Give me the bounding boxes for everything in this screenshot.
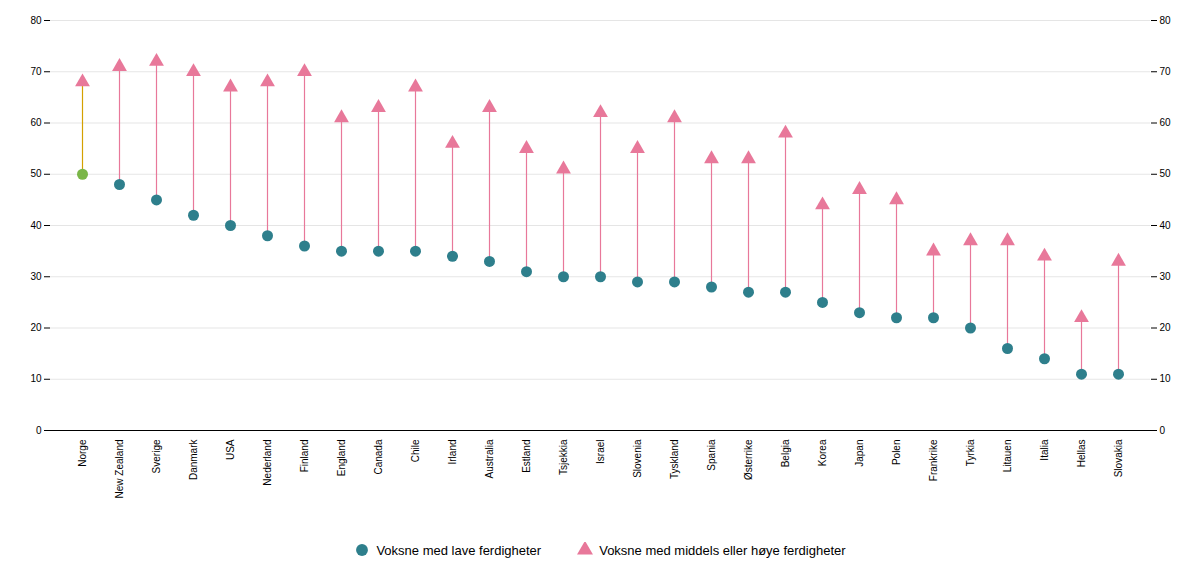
svg-text:20: 20	[30, 322, 42, 333]
svg-text:Italia: Italia	[1039, 439, 1050, 461]
svg-text:Canada: Canada	[373, 439, 384, 474]
svg-text:USA: USA	[225, 439, 236, 460]
html-text:Voksne med lave ferdigheter: Voksne med lave ferdigheter	[376, 542, 542, 558]
svg-text:Slovakia: Slovakia	[1113, 439, 1124, 477]
html-text:Voksne med middels eller høye: Voksne med middels eller høye ferdighete…	[599, 542, 846, 558]
svg-text:Frankrike: Frankrike	[928, 439, 939, 481]
svg-text:50: 50	[1160, 168, 1172, 179]
svg-text:Norge: Norge	[77, 439, 88, 467]
svg-text:Chile: Chile	[410, 439, 421, 462]
svg-text:Belgia: Belgia	[780, 439, 791, 467]
svg-text:Litauen: Litauen	[1002, 440, 1013, 473]
svg-text:Korea: Korea	[817, 439, 828, 466]
svg-text:60: 60	[1160, 117, 1172, 128]
svg-text:Tyrkia: Tyrkia	[965, 439, 976, 466]
svg-text:Israel: Israel	[595, 440, 606, 464]
svg-text:40: 40	[30, 220, 42, 231]
svg-text:Finland: Finland	[299, 440, 310, 473]
svg-text:Tyskland: Tyskland	[669, 440, 680, 479]
svg-text:New Zealand: New Zealand	[114, 440, 125, 499]
svg-text:Sverige: Sverige	[151, 439, 162, 473]
svg-text:80: 80	[1160, 15, 1172, 26]
svg-text:Hellas: Hellas	[1076, 440, 1087, 468]
svg-text:80: 80	[30, 15, 42, 26]
svg-text:England: England	[336, 440, 347, 477]
svg-text:Nederland: Nederland	[262, 440, 273, 486]
svg-text:Estland: Estland	[521, 440, 532, 473]
svg-text:30: 30	[30, 271, 42, 282]
svg-text:Irland: Irland	[447, 440, 458, 465]
svg-text:Danmark: Danmark	[188, 439, 199, 481]
svg-text:30: 30	[1160, 271, 1172, 282]
svg-text:70: 70	[30, 66, 42, 77]
svg-text:Tsjekkia: Tsjekkia	[558, 439, 569, 475]
svg-text:Japan: Japan	[854, 440, 865, 467]
svg-text:10: 10	[30, 373, 42, 384]
svg-text:40: 40	[1160, 220, 1172, 231]
svg-text:Australia: Australia	[484, 439, 495, 478]
svg-text:10: 10	[1160, 373, 1172, 384]
svg-text:Spania: Spania	[706, 439, 717, 471]
svg-text:Polen: Polen	[891, 440, 902, 466]
svg-text:Østerrike: Østerrike	[743, 439, 754, 480]
svg-text:20: 20	[1160, 322, 1172, 333]
svg-text:70: 70	[1160, 66, 1172, 77]
svg-text:0: 0	[1160, 425, 1166, 436]
svg-text:0: 0	[36, 425, 42, 436]
svg-text:Slovenia: Slovenia	[632, 439, 643, 478]
svg-text:60: 60	[30, 117, 42, 128]
svg-text:50: 50	[30, 168, 42, 179]
